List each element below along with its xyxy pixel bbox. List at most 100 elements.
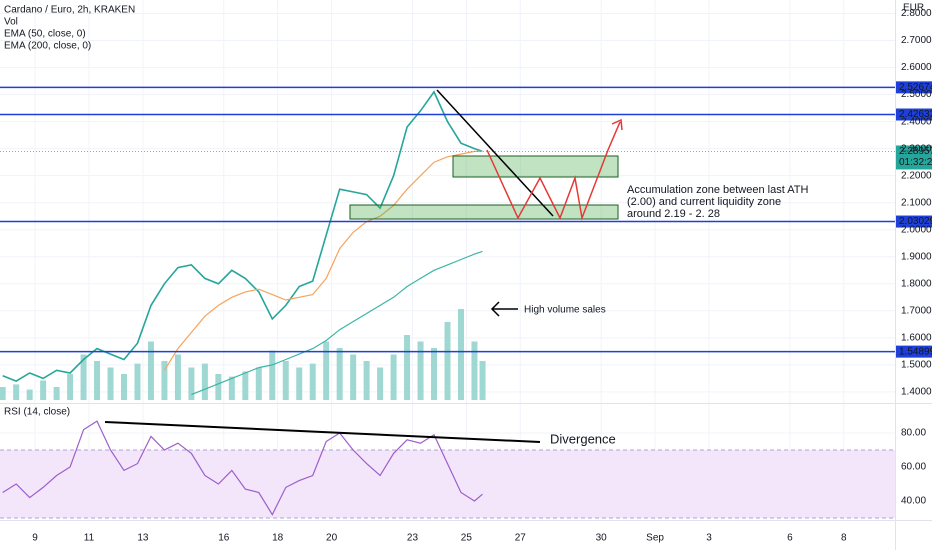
y-tick-label: 2.400000 [901,116,932,127]
currency: EUR [903,3,924,14]
grid [0,0,895,520]
series-line [2,90,483,382]
axis-border [895,0,896,550]
volume-bar [431,348,438,400]
annotation: Divergence [550,431,616,446]
legend-entry: EMA (50, close, 0) [4,29,86,40]
chart-title: Cardano / Euro, 2h, KRAKEN [4,5,135,16]
y-tick-label: 2.800000 [901,8,932,19]
x-tick-label: Sep [646,533,664,544]
volume-bar [107,367,114,400]
x-tick-label: 8 [841,533,847,544]
legend-entry: RSI (14, close) [4,407,70,418]
volume-bar [0,387,6,400]
y-tick-label: 60.00 [901,462,926,473]
legend-entry: Vol [4,17,18,28]
volume-bar [282,361,289,400]
x-tick-label: 23 [407,533,419,544]
volume-bar [363,361,370,400]
volume-bar [215,374,222,400]
volume-bar [309,363,316,400]
x-tick-label: 27 [515,533,527,544]
y-tick-label: 2.200000 [901,170,932,181]
volume-bar [121,374,128,400]
x-tick-label: 25 [461,533,473,544]
x-tick-label: 30 [596,533,608,544]
volume-bar [269,350,276,400]
volume-bar [390,354,397,400]
y-tick-label: 1.800000 [901,278,932,289]
x-tick-label: 20 [326,533,338,544]
volume-bar [296,367,303,400]
countdown: 01:32:22 [899,157,932,168]
y-tick-label: 2.000000 [901,224,932,235]
pane-separator [0,403,932,404]
volume-bar [350,354,357,400]
level-tag [896,215,932,228]
volume-bar [94,361,101,400]
y-tick-label: 40.00 [901,496,926,507]
level-label: 2.526743 [899,82,932,93]
x-tick-label: 16 [218,533,230,544]
volume-bar [53,387,60,400]
volume-bar [174,354,181,400]
x-tick-label: 18 [272,533,284,544]
y-tick-label: 1.700000 [901,305,932,316]
volume-bar [80,354,87,400]
y-tick-label: 1.500000 [901,360,932,371]
level-tag [896,108,932,121]
level-label: 1.548993 [899,346,932,357]
series-line [191,250,483,396]
last-price-tag [896,145,932,170]
volume-bar [228,376,235,400]
volume-bar [161,361,168,400]
y-tick-label: 2.600000 [901,62,932,73]
volume-bar [417,341,424,400]
x-tick-label: 9 [32,533,38,544]
level-label: 2.030290 [899,216,932,227]
y-tick-label: 1.900000 [901,251,932,262]
volume-bar [13,384,20,400]
volume-bar [188,367,195,400]
last-price-label: 2.289570 [899,146,932,157]
divergence-line [104,421,541,443]
y-tick-label: 1.400000 [901,387,932,398]
volume-bar [336,348,343,400]
volume-bar [255,367,262,400]
rsi-band [0,450,895,518]
volume-bar [323,341,330,400]
arrow-head [490,301,500,317]
series-line [2,420,483,516]
level-tag [896,345,932,358]
volume-bar [134,363,141,400]
legend-entry: EMA (200, close, 0) [4,41,91,52]
volume-bar [377,367,384,400]
annotation: High volume sales [524,305,606,316]
volume-bar [40,380,47,400]
volume-bar [457,309,464,400]
level-tag [896,81,932,94]
y-tick-label: 2.500000 [901,89,932,100]
y-tick-label: 2.300000 [901,143,932,154]
y-tick-label: 2.700000 [901,35,932,46]
zone-box [349,204,619,220]
axis-border [0,520,932,521]
x-tick-label: 13 [137,533,149,544]
marks [0,81,932,519]
x-tick-label: 6 [787,533,793,544]
volume-bar [444,322,451,400]
annotation: Accumulation zone between last ATH (2.00… [627,184,809,220]
volume-bar [147,341,154,400]
volume-bar [201,363,208,400]
trend-line [436,89,554,217]
projection-path [486,121,621,221]
labels: Cardano / Euro, 2h, KRAKEN Vol EMA (50, … [4,3,932,544]
zone-box [452,155,619,178]
x-tick-label: 11 [84,533,95,544]
series-line [163,150,483,371]
y-tick-label: 2.100000 [901,197,932,208]
volume-bar [479,361,486,400]
y-tick-label: 80.00 [901,428,926,439]
